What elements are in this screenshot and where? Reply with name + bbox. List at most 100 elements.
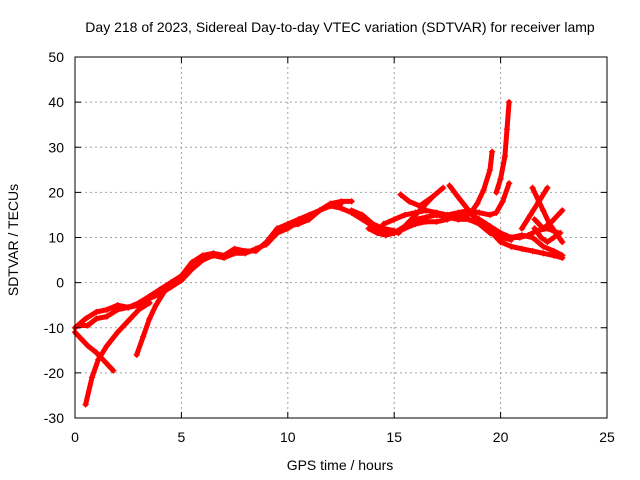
x-tick-label: 0 xyxy=(71,429,79,445)
series-arc-20 xyxy=(273,216,313,237)
data-point xyxy=(103,313,111,320)
data-point xyxy=(505,98,513,106)
data-point xyxy=(273,229,281,237)
data-point xyxy=(476,220,483,228)
series-arc-17 xyxy=(531,225,564,246)
data-point xyxy=(348,198,355,205)
data-point xyxy=(548,218,555,225)
data-point xyxy=(84,342,91,349)
data-point xyxy=(401,211,409,219)
data-point xyxy=(550,252,557,259)
data-point xyxy=(103,306,111,313)
data-point xyxy=(550,234,557,241)
y-tick-label: 50 xyxy=(48,49,64,65)
data-point xyxy=(518,245,526,252)
data-point xyxy=(454,209,462,216)
x-tick-label: 10 xyxy=(280,429,296,445)
data-point xyxy=(544,184,551,192)
data-point xyxy=(114,306,121,313)
series-trace xyxy=(274,216,312,236)
data-point xyxy=(454,216,462,223)
grid-lines xyxy=(75,57,607,418)
data-point xyxy=(531,216,538,223)
x-tick-label: 20 xyxy=(493,429,509,445)
axis-ticks: 0 5 10 15 20 25 -30 -20 -10 0 10 20 30 40 50 xyxy=(44,49,615,445)
data-point xyxy=(429,193,436,201)
data-point xyxy=(499,198,506,205)
data-point xyxy=(93,308,100,316)
data-point xyxy=(439,184,447,192)
chart-title: Day 218 of 2023, Sidereal Day-to-day VTE… xyxy=(85,19,595,35)
data-point xyxy=(305,216,313,223)
data-point xyxy=(110,367,117,374)
data-point xyxy=(539,243,547,250)
data-point xyxy=(359,211,366,219)
data-point xyxy=(465,207,472,214)
data-point xyxy=(188,259,196,266)
data-point xyxy=(486,229,494,237)
y-tick-label: 20 xyxy=(48,184,64,200)
y-tick-label: 40 xyxy=(48,94,64,110)
data-point xyxy=(422,213,430,221)
data-point xyxy=(433,209,440,216)
data-points xyxy=(71,98,566,408)
x-tick-label: 5 xyxy=(178,429,186,445)
series-trace xyxy=(83,300,152,407)
data-point xyxy=(444,211,451,219)
data-point xyxy=(380,225,387,232)
data-point xyxy=(82,315,89,322)
data-point xyxy=(527,211,534,219)
y-tick-label: -30 xyxy=(44,410,64,426)
data-point xyxy=(337,198,345,205)
data-point xyxy=(493,189,500,196)
data-point xyxy=(220,254,228,262)
data-point xyxy=(78,335,85,343)
series-trace xyxy=(519,185,550,231)
x-tick-label: 25 xyxy=(599,429,615,445)
data-point xyxy=(316,207,323,214)
data-point xyxy=(505,180,513,187)
data-point xyxy=(242,250,249,257)
y-tick-label: 0 xyxy=(56,275,64,291)
data-point xyxy=(169,279,177,286)
data-point xyxy=(403,220,411,228)
data-point xyxy=(88,374,96,381)
data-point xyxy=(295,218,302,225)
data-point xyxy=(348,207,355,214)
data-point xyxy=(556,229,564,237)
data-point xyxy=(365,225,372,232)
data-point xyxy=(82,401,89,408)
data-point xyxy=(152,301,160,309)
data-point xyxy=(210,252,217,259)
data-point xyxy=(382,232,389,239)
data-point xyxy=(497,175,504,183)
data-point xyxy=(525,232,532,239)
data-point xyxy=(161,288,168,295)
data-point xyxy=(539,225,547,232)
data-point xyxy=(497,234,504,241)
data-point xyxy=(531,225,538,232)
data-point xyxy=(559,238,566,246)
data-point xyxy=(252,245,260,252)
data-point xyxy=(327,202,334,210)
data-point xyxy=(199,256,206,264)
data-point xyxy=(337,204,345,212)
data-point xyxy=(93,349,100,356)
data-point xyxy=(518,225,526,232)
data-point xyxy=(412,211,419,219)
data-point xyxy=(391,227,398,234)
data-point xyxy=(105,362,113,370)
series-arc-19 xyxy=(518,184,551,232)
data-point xyxy=(516,234,523,241)
y-tick-label: 30 xyxy=(48,139,64,155)
x-tick-label: 15 xyxy=(386,429,402,445)
data-point xyxy=(114,329,121,336)
y-axis-label: SDTVAR / TECUs xyxy=(5,184,21,296)
data-point xyxy=(93,315,100,322)
data-point xyxy=(103,342,111,349)
data-point xyxy=(503,126,511,133)
data-point xyxy=(473,200,481,207)
data-point xyxy=(125,304,132,311)
data-point xyxy=(501,153,509,160)
